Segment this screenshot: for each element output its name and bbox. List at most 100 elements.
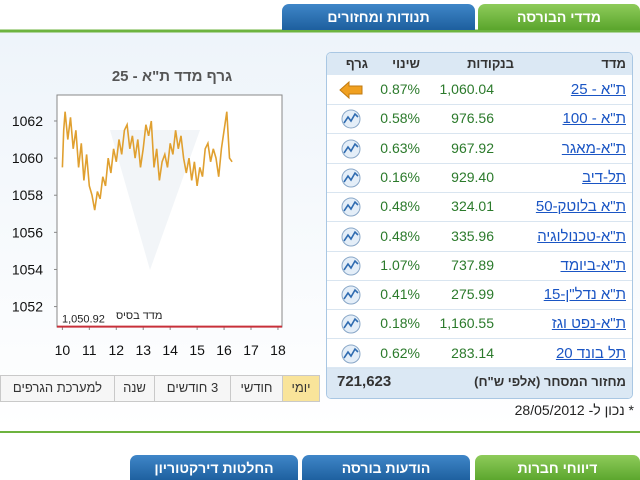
graph-icon[interactable] bbox=[338, 343, 364, 365]
bottom-tab[interactable]: החלטות דירקטוריון bbox=[130, 455, 298, 480]
base-label: מדד בסיס bbox=[116, 309, 163, 322]
index-name[interactable]: ת"א-מאגר bbox=[561, 139, 626, 157]
x-tick-label: 16 bbox=[216, 342, 232, 358]
y-tick-label: 1058 bbox=[12, 187, 43, 203]
index-name[interactable]: ת"א-נפט וגז bbox=[551, 315, 626, 333]
table-row: ת"א-טכנולוגיה 335.96 0.48% bbox=[327, 222, 632, 252]
icon-circle bbox=[341, 314, 361, 334]
header-cell: גרף bbox=[345, 56, 368, 71]
table-row: ת"א - 25 1,060.04 0.87% bbox=[327, 75, 632, 105]
index-line bbox=[61, 111, 233, 211]
header-cell: מדד bbox=[601, 56, 626, 71]
graph-icon[interactable] bbox=[338, 138, 364, 160]
index-points: 1,060.04 bbox=[439, 81, 495, 97]
period-button[interactable]: למערכת הגרפים bbox=[0, 375, 115, 402]
icon-line bbox=[343, 112, 359, 124]
y-tick-label: 1062 bbox=[12, 113, 43, 129]
icon-line bbox=[343, 230, 359, 241]
header-cell: שינוי bbox=[392, 56, 420, 71]
icon-circle bbox=[341, 344, 361, 364]
table-row: ת"א - 100 976.56 0.58% bbox=[327, 104, 632, 135]
updated-note: * נכון ל- 28/05/2012 bbox=[514, 402, 634, 418]
index-change: 0.62% bbox=[380, 344, 420, 361]
icon-line bbox=[343, 171, 359, 183]
index-points: 976.56 bbox=[451, 110, 494, 127]
index-change: 0.16% bbox=[380, 168, 420, 185]
y-tick-label: 1052 bbox=[12, 299, 43, 315]
graph-icon[interactable] bbox=[338, 313, 364, 335]
index-points: 275.99 bbox=[451, 286, 494, 303]
index-name[interactable]: ת"א - 100 bbox=[562, 110, 626, 128]
index-name[interactable]: תל בונד 20 bbox=[555, 344, 626, 362]
bottom-tab[interactable]: דיווחי חברות bbox=[475, 455, 640, 480]
index-name[interactable]: ת"א-טכנולוגיה bbox=[537, 227, 626, 245]
index-points: 967.92 bbox=[451, 139, 494, 156]
graph-icon[interactable] bbox=[338, 79, 364, 101]
index-change: 0.18% bbox=[380, 315, 420, 332]
icon-circle bbox=[341, 139, 361, 159]
index-points: 283.14 bbox=[451, 344, 494, 361]
index-change: 0.58% bbox=[380, 110, 420, 127]
y-tick-label: 1054 bbox=[12, 261, 43, 277]
x-tick-label: 15 bbox=[189, 342, 205, 358]
index-change: 1.07% bbox=[380, 256, 420, 273]
index-name[interactable]: ת"א-ביומד bbox=[560, 256, 627, 274]
chart-title: גרף מדד ת"א - 25 bbox=[111, 68, 233, 85]
icon-line bbox=[343, 259, 359, 271]
arrow-icon bbox=[339, 80, 363, 100]
icon-circle bbox=[341, 227, 361, 246]
icon-line bbox=[343, 347, 359, 359]
graph-icon[interactable] bbox=[338, 255, 364, 277]
icon-line bbox=[343, 288, 359, 300]
header-cell: בנקודות bbox=[467, 56, 514, 71]
icon-line bbox=[343, 142, 359, 154]
graph-icon[interactable] bbox=[338, 284, 364, 306]
table-row: ת"א-ביומד 737.89 1.07% bbox=[327, 251, 632, 281]
graph-icon[interactable] bbox=[338, 108, 364, 130]
graph-icon[interactable] bbox=[338, 196, 364, 218]
tab[interactable]: מדדי הבורסה bbox=[478, 4, 640, 30]
index-change: 0.48% bbox=[380, 227, 420, 244]
index-change: 0.41% bbox=[380, 286, 420, 303]
x-tick-label: 10 bbox=[55, 342, 71, 358]
index-table: מדד בנקודות שינוי גרף מחזור המסחר (אלפי … bbox=[326, 52, 633, 399]
index-name[interactable]: ת"א - 25 bbox=[570, 81, 626, 98]
base-value: 1,050.92 bbox=[62, 314, 105, 326]
table-row: ת"א-נפט וגז 1,160.55 0.18% bbox=[327, 309, 632, 340]
index-change: 0.87% bbox=[380, 81, 420, 97]
x-tick-label: 17 bbox=[243, 342, 259, 358]
index-change: 0.63% bbox=[380, 139, 420, 156]
table-row: תל-דיב 929.40 0.16% bbox=[327, 163, 632, 193]
volume-label: מחזור המסחר (אלפי ש"ח) bbox=[474, 374, 626, 389]
index-points: 737.89 bbox=[451, 256, 494, 273]
x-tick-label: 18 bbox=[270, 342, 286, 358]
table-row: ת"א בלוטק-50 324.01 0.48% bbox=[327, 192, 632, 223]
period-button[interactable]: שנה bbox=[114, 375, 155, 402]
table-row: ת"א-מאגר 967.92 0.63% bbox=[327, 134, 632, 164]
period-button[interactable]: חודשי bbox=[230, 375, 283, 402]
index-name[interactable]: ת"א נדל"ן-15 bbox=[543, 286, 626, 304]
index-change: 0.48% bbox=[380, 198, 420, 215]
table-row: תל בונד 20 283.14 0.62% bbox=[327, 339, 632, 369]
index-name[interactable]: תל-דיב bbox=[582, 168, 626, 186]
icon-circle bbox=[341, 256, 361, 276]
icon-line bbox=[343, 318, 359, 329]
bottom-tab[interactable]: הודעות בורסה bbox=[302, 455, 470, 480]
y-tick-label: 1056 bbox=[12, 224, 43, 240]
graph-icon[interactable] bbox=[338, 167, 364, 189]
period-button[interactable]: 3 חודשים bbox=[154, 375, 231, 402]
period-button[interactable]: יומי bbox=[282, 375, 320, 402]
y-tick-label: 1060 bbox=[12, 150, 43, 166]
index-name[interactable]: ת"א בלוטק-50 bbox=[535, 198, 626, 216]
index-points: 929.40 bbox=[451, 168, 494, 185]
table-row: ת"א נדל"ן-15 275.99 0.41% bbox=[327, 280, 632, 311]
table-header: מדד בנקודות שינוי גרף bbox=[327, 53, 632, 75]
tab[interactable]: תנודות ומחזורים bbox=[282, 4, 475, 30]
index-points: 335.96 bbox=[451, 227, 494, 244]
graph-icon[interactable] bbox=[338, 226, 364, 248]
icon-line bbox=[343, 200, 359, 212]
icon-circle bbox=[341, 109, 361, 129]
icon-circle bbox=[341, 285, 361, 305]
x-tick-label: 12 bbox=[108, 342, 124, 358]
